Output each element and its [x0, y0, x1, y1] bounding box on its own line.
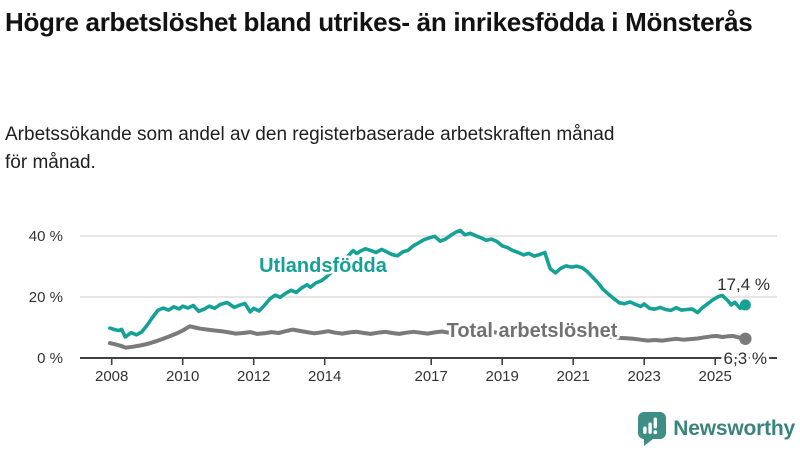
x-tick-label-2014: 2014	[308, 368, 341, 385]
line-chart: 0 % 20 % 40 % 2008 2010 2012 2014 2017 2019 2021 2…	[29, 228, 777, 385]
axis-layer: 0 % 20 % 40 % 2008 2010 2012 2014 2017 2019 2021 2…	[29, 228, 777, 385]
chart-label-layer: Utlandsfödda Total arbetslöshet 17,4 % 6…	[257, 253, 773, 372]
newsworthy-logo-text: Newsworthy	[673, 417, 795, 440]
series-end-dot-utlandsfodda	[739, 299, 751, 311]
series-line-utlandsfodda	[108, 228, 748, 339]
x-tick-label-2019: 2019	[486, 368, 519, 385]
y-tick-label-40: 40 %	[29, 228, 63, 245]
series-line-total-arbetsloshet	[107, 324, 748, 350]
end-value-label-utlandsfodda: 17,4 %	[717, 275, 770, 294]
x-tick-label-2008: 2008	[95, 368, 128, 385]
series-label-total-arbetsloshet: Total arbetslöshet	[447, 320, 618, 342]
y-tick-label-0: 0 %	[37, 350, 63, 367]
x-tick-label-2017: 2017	[415, 368, 448, 385]
series-label-utlandsfodda: Utlandsfödda	[259, 255, 388, 277]
x-tick-label-2021: 2021	[557, 368, 590, 385]
x-tick-label-2025: 2025	[699, 368, 732, 385]
newsworthy-logo[interactable]: Newsworthy	[638, 412, 795, 446]
newsworthy-bubble-barchart-icon	[638, 412, 667, 446]
series-layer	[107, 228, 752, 350]
chart-title: Högre arbetslöshet bland utrikes- än inr…	[5, 7, 753, 37]
x-tick-label-2023: 2023	[628, 368, 661, 385]
chart-subtitle: Arbetssökande som andel av den registerb…	[5, 124, 615, 173]
y-tick-label-20: 20 %	[29, 289, 63, 306]
end-value-label-total-arbetsloshet: 6,3 %	[724, 349, 767, 368]
x-tick-label-2010: 2010	[166, 368, 199, 385]
x-tick-label-2012: 2012	[237, 368, 270, 385]
series-end-dot-total-arbetsloshet	[739, 332, 752, 345]
